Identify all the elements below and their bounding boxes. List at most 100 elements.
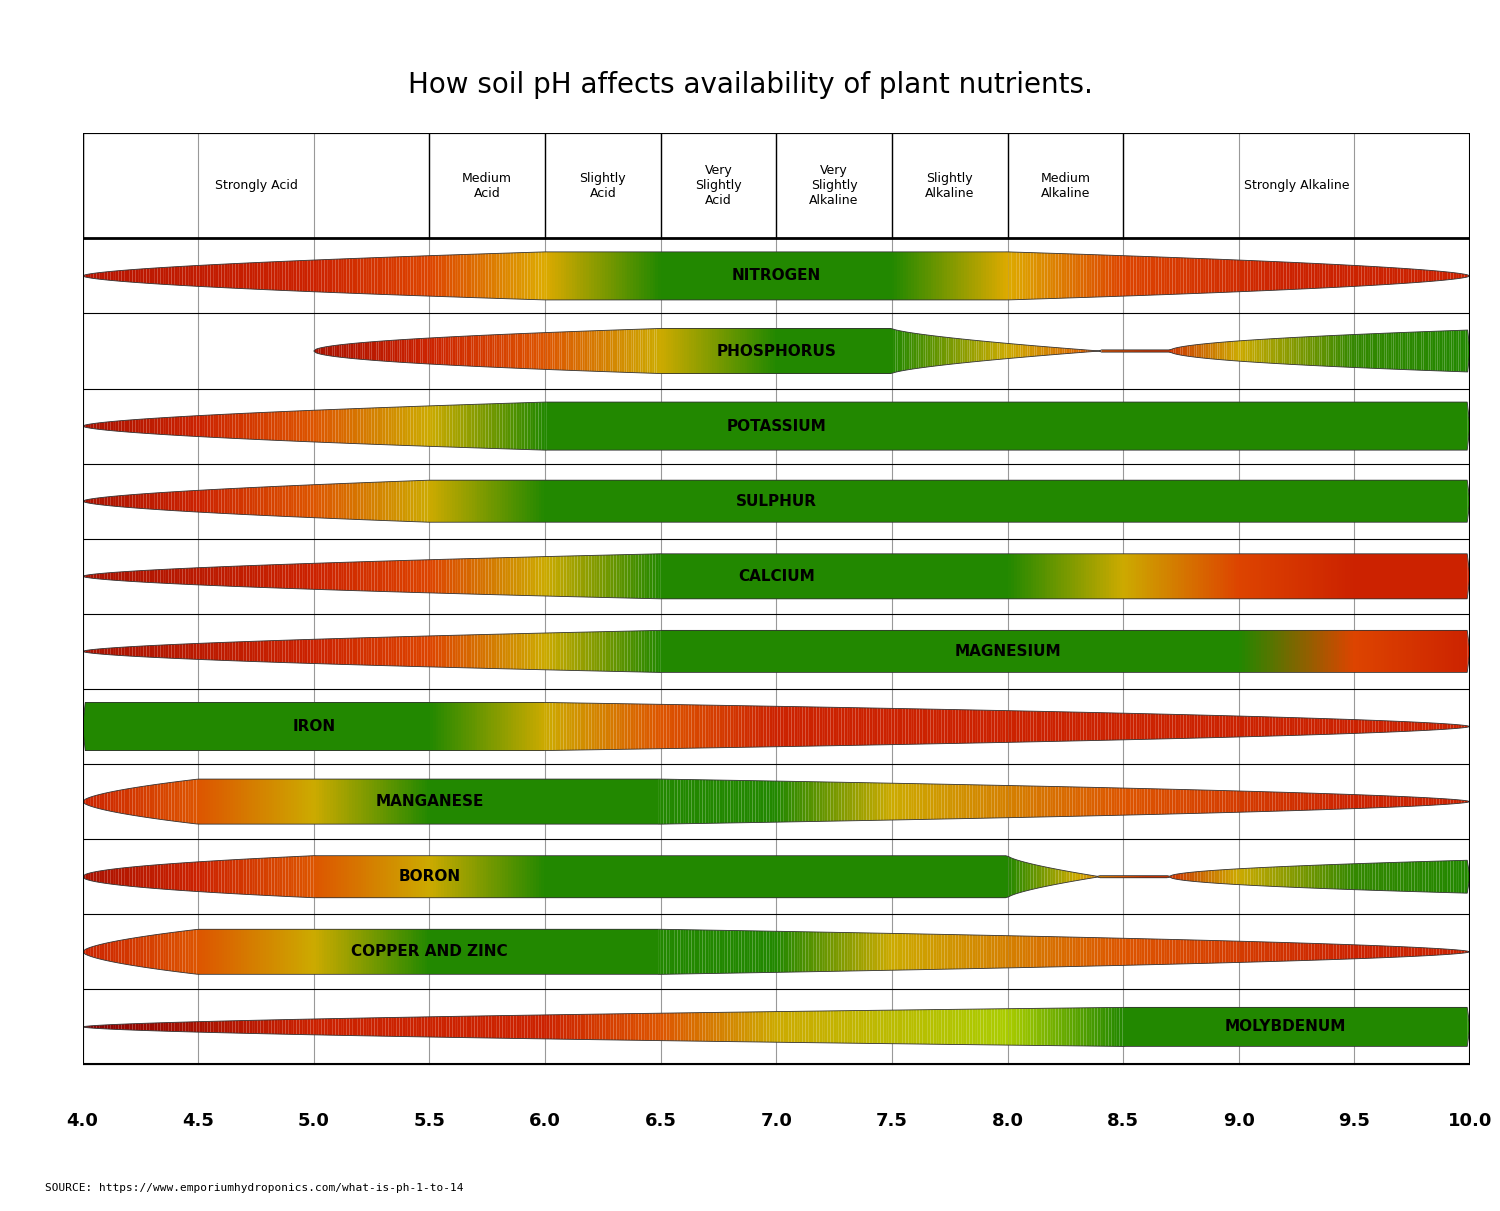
Polygon shape <box>662 328 663 373</box>
Polygon shape <box>646 553 650 598</box>
Polygon shape <box>180 781 183 822</box>
Polygon shape <box>1014 553 1017 598</box>
Polygon shape <box>1290 263 1292 289</box>
Polygon shape <box>878 784 880 820</box>
Polygon shape <box>480 635 483 668</box>
Polygon shape <box>236 860 238 894</box>
Polygon shape <box>144 1023 147 1031</box>
Polygon shape <box>460 856 464 897</box>
Polygon shape <box>490 779 494 825</box>
Polygon shape <box>986 553 988 598</box>
Polygon shape <box>608 252 610 300</box>
Polygon shape <box>756 1012 758 1041</box>
Polygon shape <box>1142 553 1144 598</box>
Polygon shape <box>486 481 489 522</box>
Polygon shape <box>399 257 402 295</box>
Polygon shape <box>806 931 808 971</box>
Polygon shape <box>500 334 501 368</box>
Polygon shape <box>1460 274 1461 279</box>
Polygon shape <box>1040 553 1042 598</box>
Polygon shape <box>280 702 282 751</box>
Polygon shape <box>288 929 291 975</box>
Polygon shape <box>496 253 500 298</box>
Polygon shape <box>1328 402 1330 450</box>
Polygon shape <box>1089 481 1092 522</box>
Polygon shape <box>466 254 470 298</box>
Polygon shape <box>396 929 399 975</box>
Polygon shape <box>405 1017 408 1037</box>
Polygon shape <box>964 935 966 969</box>
Polygon shape <box>819 782 822 821</box>
Polygon shape <box>294 1020 297 1034</box>
Polygon shape <box>922 553 926 598</box>
Polygon shape <box>249 779 252 825</box>
Polygon shape <box>516 702 519 751</box>
Polygon shape <box>1466 331 1467 372</box>
Polygon shape <box>624 1014 627 1040</box>
Polygon shape <box>402 407 405 446</box>
Polygon shape <box>444 636 447 667</box>
Polygon shape <box>342 344 344 357</box>
Polygon shape <box>536 633 538 670</box>
Polygon shape <box>1154 481 1156 522</box>
Polygon shape <box>1264 717 1268 736</box>
Polygon shape <box>489 779 490 825</box>
Polygon shape <box>578 702 580 750</box>
Polygon shape <box>969 1009 972 1045</box>
Polygon shape <box>1347 794 1350 809</box>
Polygon shape <box>1244 340 1245 362</box>
Polygon shape <box>86 499 88 503</box>
Polygon shape <box>369 637 372 665</box>
Polygon shape <box>1256 553 1258 598</box>
Polygon shape <box>477 404 480 448</box>
Polygon shape <box>316 639 320 664</box>
Polygon shape <box>744 481 747 522</box>
Polygon shape <box>1326 553 1328 598</box>
Polygon shape <box>948 631 950 672</box>
Polygon shape <box>584 929 586 975</box>
Polygon shape <box>132 269 135 282</box>
Polygon shape <box>760 252 764 300</box>
Polygon shape <box>1272 402 1275 450</box>
Polygon shape <box>1440 1008 1442 1046</box>
Polygon shape <box>1122 631 1125 672</box>
Polygon shape <box>646 779 650 825</box>
Polygon shape <box>1200 402 1203 450</box>
Polygon shape <box>132 1023 135 1031</box>
Polygon shape <box>772 631 776 672</box>
Polygon shape <box>1122 876 1125 878</box>
Polygon shape <box>327 409 330 442</box>
Polygon shape <box>568 1015 572 1039</box>
Polygon shape <box>672 252 675 300</box>
Polygon shape <box>1437 861 1440 893</box>
Polygon shape <box>871 782 874 820</box>
Polygon shape <box>574 1015 578 1039</box>
Polygon shape <box>800 402 802 450</box>
Polygon shape <box>1284 631 1287 672</box>
Polygon shape <box>1194 940 1197 964</box>
Polygon shape <box>994 935 998 968</box>
Polygon shape <box>1436 331 1437 371</box>
Polygon shape <box>130 647 132 656</box>
Polygon shape <box>1011 344 1014 358</box>
Polygon shape <box>1142 876 1144 878</box>
Polygon shape <box>688 481 692 522</box>
Polygon shape <box>558 632 561 670</box>
Polygon shape <box>730 631 734 672</box>
Polygon shape <box>1275 867 1278 886</box>
Polygon shape <box>489 481 490 522</box>
Polygon shape <box>152 268 154 283</box>
Polygon shape <box>1024 1009 1028 1045</box>
Polygon shape <box>891 553 894 598</box>
Polygon shape <box>1268 402 1270 450</box>
Polygon shape <box>744 1012 747 1041</box>
Polygon shape <box>160 569 164 584</box>
Polygon shape <box>324 702 327 751</box>
Polygon shape <box>858 631 861 672</box>
Polygon shape <box>1112 350 1113 352</box>
Polygon shape <box>1236 402 1239 450</box>
Polygon shape <box>1347 863 1350 890</box>
Polygon shape <box>483 702 486 751</box>
Polygon shape <box>1414 862 1418 891</box>
Polygon shape <box>1228 342 1232 361</box>
